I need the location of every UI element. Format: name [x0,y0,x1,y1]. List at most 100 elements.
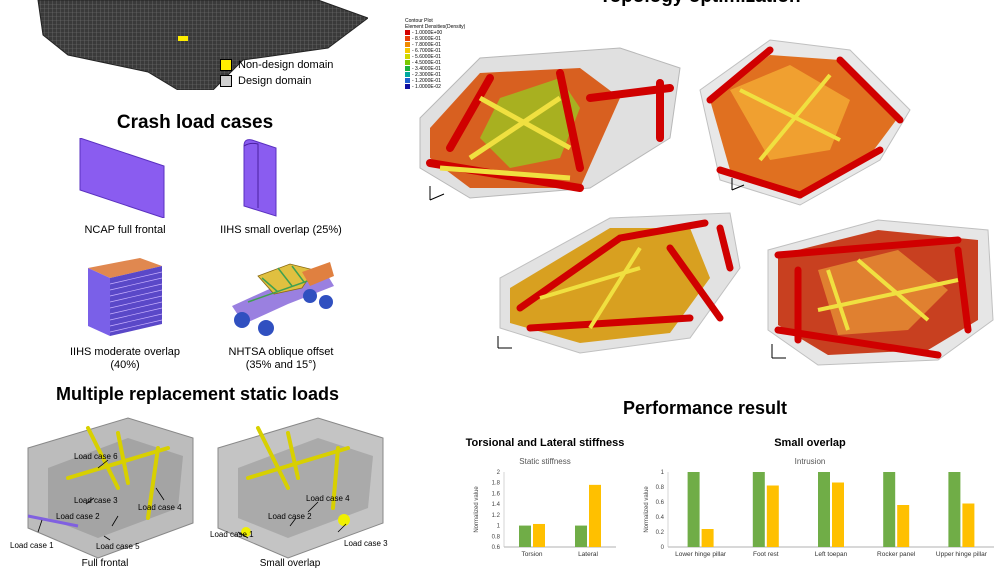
ff-load-case-1: Load case 1 [10,541,54,550]
crash-case-4-label: NHTSA oblique offset (35% and 15°) [228,346,334,371]
crash-case-2-label: IIHS small overlap (25%) [220,224,342,236]
so-load-case-3: Load case 3 [344,539,388,548]
topology-title: Topology optimization [500,0,900,8]
topology-view-side-left [497,212,741,354]
bar [832,482,844,547]
ff-load-case-6: Load case 6 [74,452,118,461]
y-axis-label: Normalized value [644,486,650,533]
bar [533,523,545,547]
iihs-moderate-barrier-illustration [88,258,163,336]
stiffness-chart: Normalized value 0.6 0.8 1 1.2 1.4 1.6 1.8 2 Tors… [474,470,616,558]
contour-value: - 3.4000E-01 [412,66,441,72]
contour-row: - 1.0000E+00 [405,30,465,36]
contour-swatch [405,30,410,36]
small-overlap-caption: Small overlap [259,558,321,569]
legend-non-design-label: Non-design domain [238,59,334,71]
ff-load-case-2: Load case 2 [56,512,100,521]
bar [752,472,765,547]
chart2-subtitle: Intrusion [794,457,826,466]
bar [897,505,910,547]
ncap-barrier-illustration [79,138,165,218]
chart1-subtitle: Static stiffness [519,457,571,466]
so-load-case-2: Load case 2 [268,512,312,521]
bar [948,472,961,547]
y-tick-label: 1 [661,470,665,476]
contour-title: Contour Plot [405,18,433,24]
y-tick-label: 1 [497,524,501,530]
contour-subtitle: Element Densities(Density) [405,24,466,30]
static-loads-title: Multiple replacement static loads [55,384,340,404]
domain-legend: Non-design domain Design domain [220,58,333,88]
y-axis-label: Normalized value [474,486,480,533]
full-frontal-caption: Full frontal [81,558,129,569]
crash-title: Crash load cases [116,112,274,133]
crash-case-1-label: NCAP full frontal [84,224,166,236]
contour-value: - 1.0000E+00 [412,30,443,36]
x-tick-label: Torsion [522,551,543,558]
bar [766,485,779,547]
non-design-swatch [220,59,232,72]
legend-non-design: Non-design domain [220,58,333,72]
bar [589,484,601,547]
contour-row: - 8.9000E-01 [405,36,465,42]
y-tick-label: 0.8 [492,534,501,540]
x-tick-label: Lateral [578,551,598,558]
intrusion-chart: Normalized value 0 0.2 0.4 0.6 0.8 1 Lower hing… [644,470,994,558]
y-tick-label: 0.4 [656,515,665,521]
contour-row: - 2.3000E-01 [405,72,465,78]
y-tick-label: 0.2 [656,530,665,536]
contour-value: - 6.7000E-01 [412,48,441,54]
performance-title: Performance result [622,398,788,418]
contour-row: - 6.7000E-01 [405,48,465,54]
contour-row: - 3.4000E-01 [405,66,465,72]
x-tick-label: Lower hinge pillar [675,551,727,558]
contour-swatch [405,66,410,72]
contour-swatch [405,48,410,54]
contour-value: - 8.9000E-01 [412,36,441,42]
contour-row: - 5.6000E-01 [405,54,465,60]
y-tick-label: 0 [661,545,665,551]
x-tick-label: Left toepan [815,551,848,558]
iihs-small-barrier-illustration [243,139,277,217]
bar [575,525,587,547]
contour-swatch [405,42,410,48]
legend-design-label: Design domain [238,75,312,87]
contour-row: - 4.5000E-01 [405,60,465,66]
full-frontal-load-diagram [27,417,194,559]
y-tick-label: 1.4 [492,502,501,508]
ff-load-case-4: Load case 4 [138,503,182,512]
contour-value: - 5.6000E-01 [412,54,441,60]
small-overlap-load-diagram [217,417,384,559]
ff-load-case-3: Load case 3 [74,496,118,505]
bar [962,503,975,547]
contour-swatch [405,72,410,78]
y-tick-label: 1.6 [492,491,501,497]
design-domain-mesh [28,0,370,91]
topology-view-rear-top [699,39,911,206]
y-tick-label: 1.8 [492,481,501,487]
bar [883,472,896,547]
contour-row: - 1.0000E-02 [405,84,465,90]
legend-design: Design domain [220,74,333,88]
chart2-title: Small overlap [774,437,846,449]
bar [687,472,700,547]
contour-value: - 1.0000E-02 [412,84,441,90]
nhtsa-vehicle-illustration [232,262,334,336]
y-tick-label: 2 [497,470,501,476]
crash-case-3-label: IIHS moderate overlap (40%) [69,346,181,371]
contour-value: - 1.2000E-01 [412,78,441,84]
x-tick-label: Foot rest [753,551,779,558]
contour-row: - 1.2000E-01 [405,78,465,84]
so-load-case-1: Load case 1 [210,530,254,539]
design-swatch [220,75,232,88]
contour-swatch [405,78,410,84]
contour-swatch [405,60,410,66]
y-tick-label: 0.8 [656,485,665,491]
y-tick-label: 1.2 [492,513,501,519]
bar [818,472,830,547]
contour-swatch [405,54,410,60]
so-load-case-4: Load case 4 [306,494,350,503]
y-tick-label: 0.6 [656,500,665,506]
contour-legend: Contour Plot Element Densities(Density) … [405,18,465,90]
y-tick-label: 0.6 [492,545,501,551]
